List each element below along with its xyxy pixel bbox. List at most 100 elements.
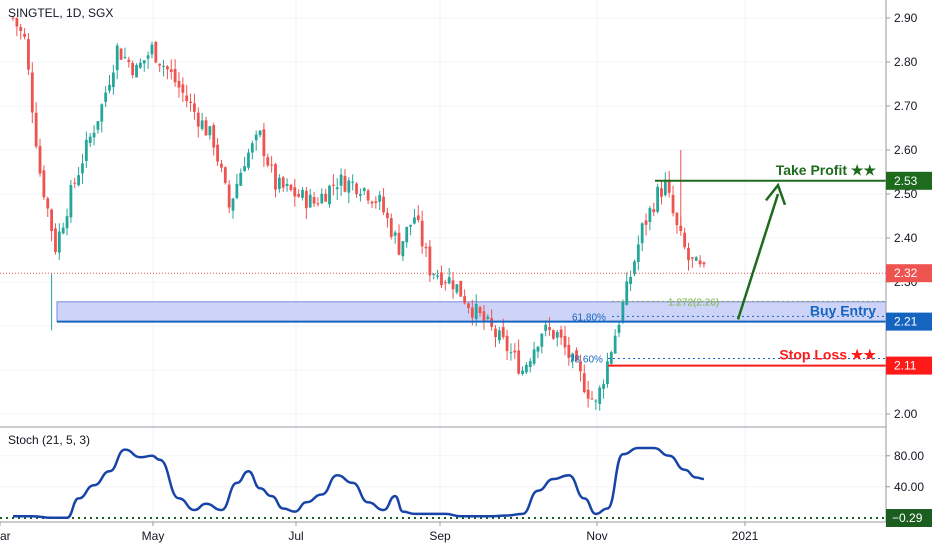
candle-body	[575, 350, 578, 361]
candle-body	[320, 193, 324, 204]
candle-body	[698, 260, 702, 265]
candle-body	[413, 217, 416, 224]
candle-body	[463, 296, 467, 304]
candle-body	[57, 231, 61, 253]
candle-body	[424, 246, 428, 249]
candle-body	[169, 69, 173, 72]
candle-body	[142, 60, 146, 64]
time-tick-label: May	[142, 529, 165, 543]
candle-body	[96, 121, 100, 130]
candle-body	[486, 316, 490, 319]
candle-body	[443, 282, 447, 284]
candle-body	[451, 280, 455, 290]
candle-body	[532, 349, 536, 364]
candle-body	[362, 188, 366, 192]
candle-body	[455, 284, 459, 293]
candle-body	[552, 330, 555, 339]
candle-body	[571, 353, 575, 362]
fib-786-label: 78.60%	[569, 355, 603, 366]
candle-body	[459, 280, 463, 297]
candle-body	[92, 132, 96, 138]
candle-body	[262, 129, 266, 157]
candle-body	[196, 112, 200, 127]
candle-body	[111, 72, 115, 88]
candle-body	[123, 56, 127, 58]
grid	[0, 0, 886, 522]
candle-body	[467, 303, 470, 308]
candle-body	[166, 66, 169, 70]
time-tick-label: Nov	[586, 529, 607, 543]
candle-body	[397, 232, 401, 255]
candle-body	[386, 212, 389, 219]
candle-body	[81, 163, 84, 174]
candle-body	[173, 68, 177, 83]
candle-body	[119, 48, 123, 60]
candle-body	[389, 218, 393, 237]
candle-body	[613, 335, 617, 354]
candle-body	[586, 389, 590, 399]
candle-body	[378, 195, 382, 202]
candle-body	[567, 344, 571, 358]
buy-entry-badge-bg	[886, 312, 932, 331]
candle-body	[227, 184, 231, 208]
candle-body	[528, 361, 532, 368]
arrow-head	[765, 182, 787, 206]
candle-body	[243, 166, 246, 172]
candle-body	[88, 136, 92, 143]
current-price-badge-bg	[886, 264, 932, 283]
candle-body	[428, 246, 432, 276]
candle-body	[405, 226, 409, 243]
candle-body	[524, 364, 528, 373]
candle-body	[34, 112, 38, 147]
candle-body	[401, 241, 405, 257]
take-profit-badge-bg	[886, 171, 932, 190]
projection-arrow	[736, 193, 780, 320]
candle-body	[633, 261, 636, 275]
candle-body	[316, 203, 320, 205]
candle-body	[239, 172, 243, 186]
stoch-tick-label: 80.00	[894, 449, 924, 463]
candle-body	[432, 274, 436, 276]
candle-body	[359, 193, 362, 196]
candle-body	[540, 333, 544, 347]
candle-body	[216, 144, 219, 162]
stoch-line	[12, 446, 704, 520]
candle-body	[517, 350, 521, 374]
price-tick-label: 2.70	[894, 99, 918, 113]
candle-body	[652, 209, 656, 213]
price-tick-label: 2.00	[894, 407, 918, 421]
candle-body	[231, 198, 235, 211]
candle-body	[50, 209, 53, 232]
candle-body	[671, 194, 675, 214]
candle-body	[328, 185, 331, 205]
stop-loss-badge-bg	[886, 356, 932, 375]
candle-body	[138, 62, 142, 68]
candle-body	[478, 307, 482, 314]
price-tick-label: 2.40	[894, 231, 918, 245]
candle-body	[355, 183, 358, 195]
candle-body	[579, 362, 582, 372]
candle-body	[694, 257, 698, 261]
candle-body	[301, 189, 304, 198]
candle-body	[683, 232, 687, 248]
price-badges: 2.53 2.32 2.21 2.11 −0.29	[886, 171, 932, 527]
candle-body	[409, 224, 412, 227]
candle-body	[27, 39, 30, 70]
stop-loss-label: Stop Loss ★★	[779, 347, 876, 363]
candle-body	[247, 152, 250, 168]
candle-body	[617, 324, 621, 333]
candle-body	[644, 220, 648, 225]
candle-body	[509, 352, 513, 354]
candle-body	[270, 164, 274, 166]
candle-body	[474, 303, 478, 320]
candle-body	[324, 193, 328, 202]
candle-body	[648, 208, 652, 223]
candle-body	[382, 196, 385, 213]
candle-body	[494, 328, 497, 338]
candle-body	[61, 227, 65, 234]
candle-body	[15, 18, 19, 27]
candle-body	[185, 95, 189, 102]
candle-body	[598, 387, 602, 404]
